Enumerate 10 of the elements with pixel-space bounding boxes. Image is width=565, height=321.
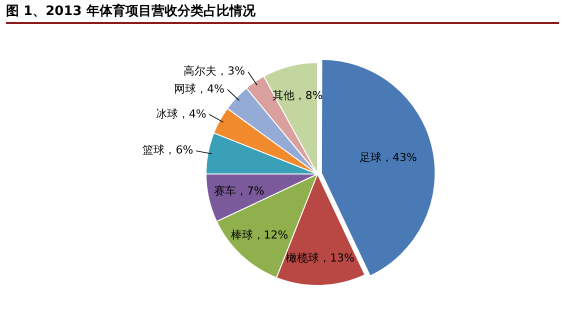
slice-label: 冰球，4% [156, 107, 206, 120]
chart-title: 图 1、2013 年体育项目营收分类占比情况 [6, 2, 559, 24]
slice-label: 篮球，6% [142, 144, 194, 157]
slice-label: 赛车，7% [214, 184, 264, 198]
slice-label: 足球，43% [360, 151, 417, 164]
slice-label: 橄榄球，13% [286, 252, 354, 265]
slice-label: 网球，4% [174, 82, 224, 96]
slice-label: 棒球，12% [230, 228, 288, 242]
slice-label: 高尔夫，3% [184, 64, 246, 78]
slice-label: 其他，8% [272, 89, 323, 102]
